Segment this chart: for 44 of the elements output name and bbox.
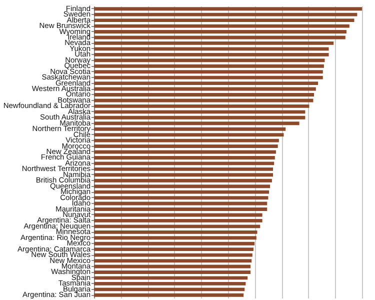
bar [94,208,268,211]
bar [94,52,329,56]
bar [94,64,324,68]
bar [94,162,274,166]
bar [94,156,275,160]
bar [94,24,350,28]
bar [94,93,314,96]
bar [94,133,284,137]
bar [94,224,260,228]
bar [94,7,362,11]
bar [94,288,245,292]
bar [94,218,262,222]
bar [94,190,270,194]
bar [94,242,255,246]
bar [94,253,252,257]
bar [94,270,251,274]
bar [94,196,268,200]
bar [94,110,306,114]
bar [94,167,274,171]
bar [94,144,278,148]
bar [94,12,358,16]
bar [94,276,248,280]
bar [94,30,346,34]
bar [94,42,334,45]
bar [94,173,274,177]
bar [94,104,310,108]
bar [94,259,252,262]
bar [94,138,279,142]
bar [94,248,254,252]
bar [94,293,244,297]
bar [94,47,329,51]
bar [94,122,300,126]
bar [94,178,272,182]
bar [94,58,325,62]
bar [94,82,318,86]
bar [94,127,286,131]
bar [94,282,246,286]
bar [94,184,270,188]
bar [94,116,306,120]
bar [94,236,256,240]
bar [94,18,354,22]
bar [94,76,323,80]
bar [94,230,258,234]
bar [94,70,323,74]
